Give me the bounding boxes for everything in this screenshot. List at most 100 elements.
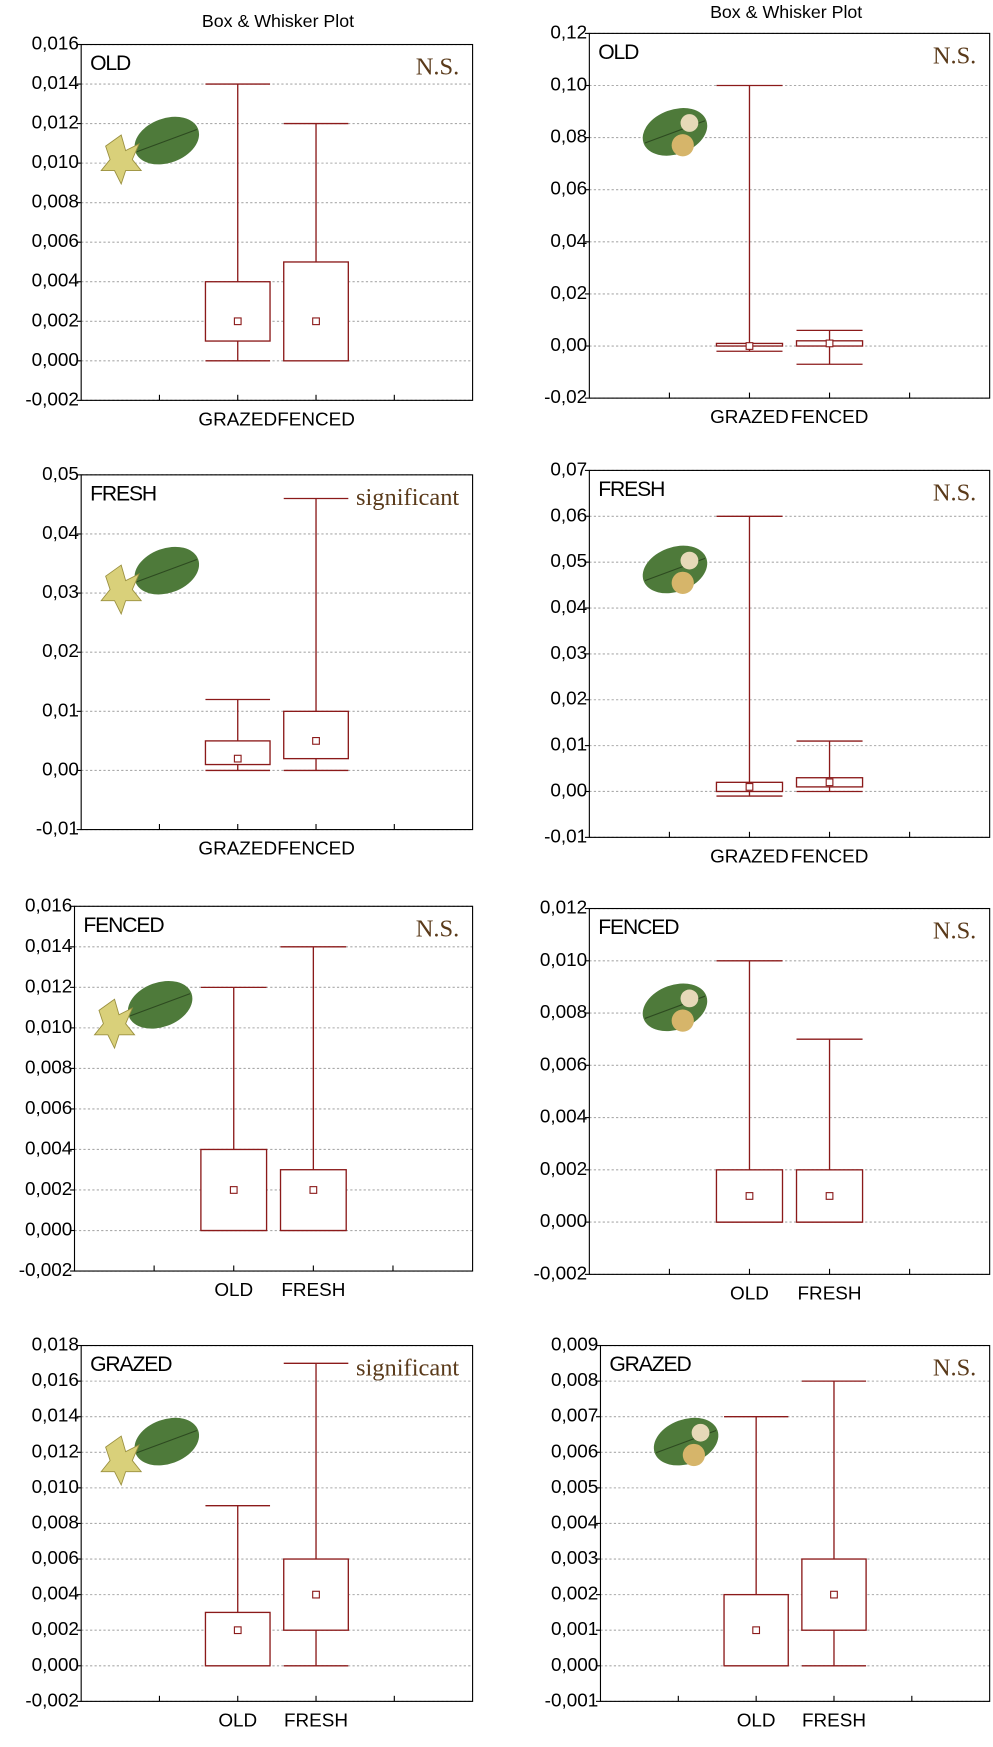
y-tick-label: 0,01 xyxy=(42,700,79,721)
x-tick-label: FENCED xyxy=(277,409,355,430)
page: Box & Whisker Plot-0,0020,0000,0020,0040… xyxy=(0,0,993,1747)
x-tick-label: OLD xyxy=(214,1280,253,1301)
y-tick-label: 0,10 xyxy=(550,75,587,96)
y-tick-label: 0,014 xyxy=(32,1406,79,1427)
y-tick-label: 0,010 xyxy=(32,152,79,173)
plot-frame xyxy=(75,906,473,1271)
panel-label: FENCED xyxy=(83,914,164,937)
x-tick-label: FRESH xyxy=(798,1283,862,1304)
y-tick-label: 0,01 xyxy=(550,735,587,756)
median-marker xyxy=(313,738,320,745)
y-tick-label: -0,002 xyxy=(25,389,79,410)
y-tick-label: 0,000 xyxy=(551,1655,598,1676)
panel-label: FRESH xyxy=(598,478,664,501)
y-tick-label: 0,012 xyxy=(540,898,587,919)
y-tick-label: 0,05 xyxy=(42,464,79,485)
nut-illustration xyxy=(681,114,699,132)
y-tick-label: 0,006 xyxy=(551,1441,598,1462)
y-tick-label: 0,018 xyxy=(32,1335,79,1356)
y-tick-label: 0,004 xyxy=(551,1512,598,1533)
x-tick-label: FRESH xyxy=(802,1710,866,1731)
y-tick-label: 0,016 xyxy=(32,1370,79,1391)
x-tick-label: FENCED xyxy=(791,407,869,428)
panel-label: GRAZED xyxy=(609,1353,691,1376)
nut-illustration xyxy=(683,1444,705,1466)
median-marker xyxy=(746,784,753,791)
y-tick-label: 0,012 xyxy=(32,113,79,134)
median-marker xyxy=(831,1591,838,1598)
y-tick-label: 0,08 xyxy=(550,127,587,148)
plot-frame xyxy=(589,33,989,398)
median-marker xyxy=(313,1591,320,1598)
x-tick-label: FENCED xyxy=(277,839,355,860)
x-tick-label: GRAZED xyxy=(710,407,789,428)
median-marker xyxy=(826,340,833,347)
nut-illustration xyxy=(672,134,694,156)
y-tick-label: 0,006 xyxy=(25,1098,72,1119)
x-tick-label: GRAZED xyxy=(710,846,789,867)
annotation: N.S. xyxy=(933,1355,977,1382)
y-tick-label: 0,07 xyxy=(550,459,587,480)
y-tick-label: 0,002 xyxy=(32,310,79,331)
median-marker xyxy=(234,755,241,762)
y-tick-label: 0,00 xyxy=(550,335,587,356)
chart-grid: Box & Whisker Plot-0,0020,0000,0020,0040… xyxy=(0,0,993,1747)
annotation: N.S. xyxy=(933,42,977,69)
y-tick-label: 0,007 xyxy=(551,1406,598,1427)
x-tick-label: FRESH xyxy=(284,1710,348,1731)
y-tick-label: 0,002 xyxy=(25,1179,72,1200)
y-tick-label: 0,03 xyxy=(550,643,587,664)
y-tick-label: 0,02 xyxy=(550,689,587,710)
panel-label: FRESH xyxy=(90,482,156,505)
median-marker xyxy=(826,779,833,786)
nut-illustration xyxy=(672,1010,694,1032)
y-tick-label: 0,014 xyxy=(25,936,72,957)
y-tick-label: -0,001 xyxy=(545,1690,599,1711)
y-tick-label: 0,010 xyxy=(32,1477,79,1498)
y-tick-label: 0,02 xyxy=(42,641,79,662)
y-tick-label: 0,004 xyxy=(32,1584,79,1605)
y-tick-label: 0,002 xyxy=(540,1159,587,1180)
y-tick-label: 0,000 xyxy=(25,1220,72,1241)
y-tick-label: 0,03 xyxy=(42,582,79,603)
y-tick-label: 0,009 xyxy=(551,1335,598,1356)
nut-illustration xyxy=(672,572,694,594)
box xyxy=(205,282,270,341)
median-marker xyxy=(310,1187,317,1194)
y-tick-label: 0,000 xyxy=(540,1211,587,1232)
y-tick-label: 0,010 xyxy=(25,1017,72,1038)
median-marker xyxy=(234,1627,241,1634)
nut-illustration xyxy=(681,990,699,1008)
median-marker xyxy=(746,1193,753,1200)
x-tick-label: OLD xyxy=(730,1283,769,1304)
y-tick-label: 0,00 xyxy=(550,780,587,801)
y-tick-label: 0,003 xyxy=(551,1548,598,1569)
box xyxy=(281,1170,347,1231)
y-tick-label: 0,004 xyxy=(25,1138,72,1159)
nut-illustration xyxy=(692,1424,710,1442)
annotation: significant xyxy=(356,484,459,511)
y-tick-label: 0,04 xyxy=(550,597,587,618)
annotation: N.S. xyxy=(933,918,977,945)
y-tick-label: 0,04 xyxy=(42,523,79,544)
x-tick-label: FRESH xyxy=(281,1280,345,1301)
y-tick-label: 0,008 xyxy=(32,1512,79,1533)
y-tick-label: 0,006 xyxy=(32,231,79,252)
panel-label: FENCED xyxy=(598,916,679,939)
y-tick-label: 0,06 xyxy=(550,179,587,200)
x-tick-label: GRAZED xyxy=(198,839,277,860)
y-tick-label: 0,001 xyxy=(551,1619,598,1640)
y-tick-label: 0,008 xyxy=(540,1002,587,1023)
box xyxy=(284,262,349,361)
y-tick-label: -0,002 xyxy=(19,1260,73,1281)
x-tick-label: FENCED xyxy=(791,846,869,867)
y-tick-label: 0,005 xyxy=(551,1477,598,1498)
nut-illustration xyxy=(681,552,699,570)
y-tick-label: 0,010 xyxy=(540,950,587,971)
y-tick-label: 0,02 xyxy=(550,283,587,304)
y-tick-label: 0,008 xyxy=(32,192,79,213)
y-tick-label: 0,012 xyxy=(25,976,72,997)
y-tick-label: -0,01 xyxy=(544,826,587,847)
median-marker xyxy=(234,318,241,325)
median-marker xyxy=(313,318,320,325)
